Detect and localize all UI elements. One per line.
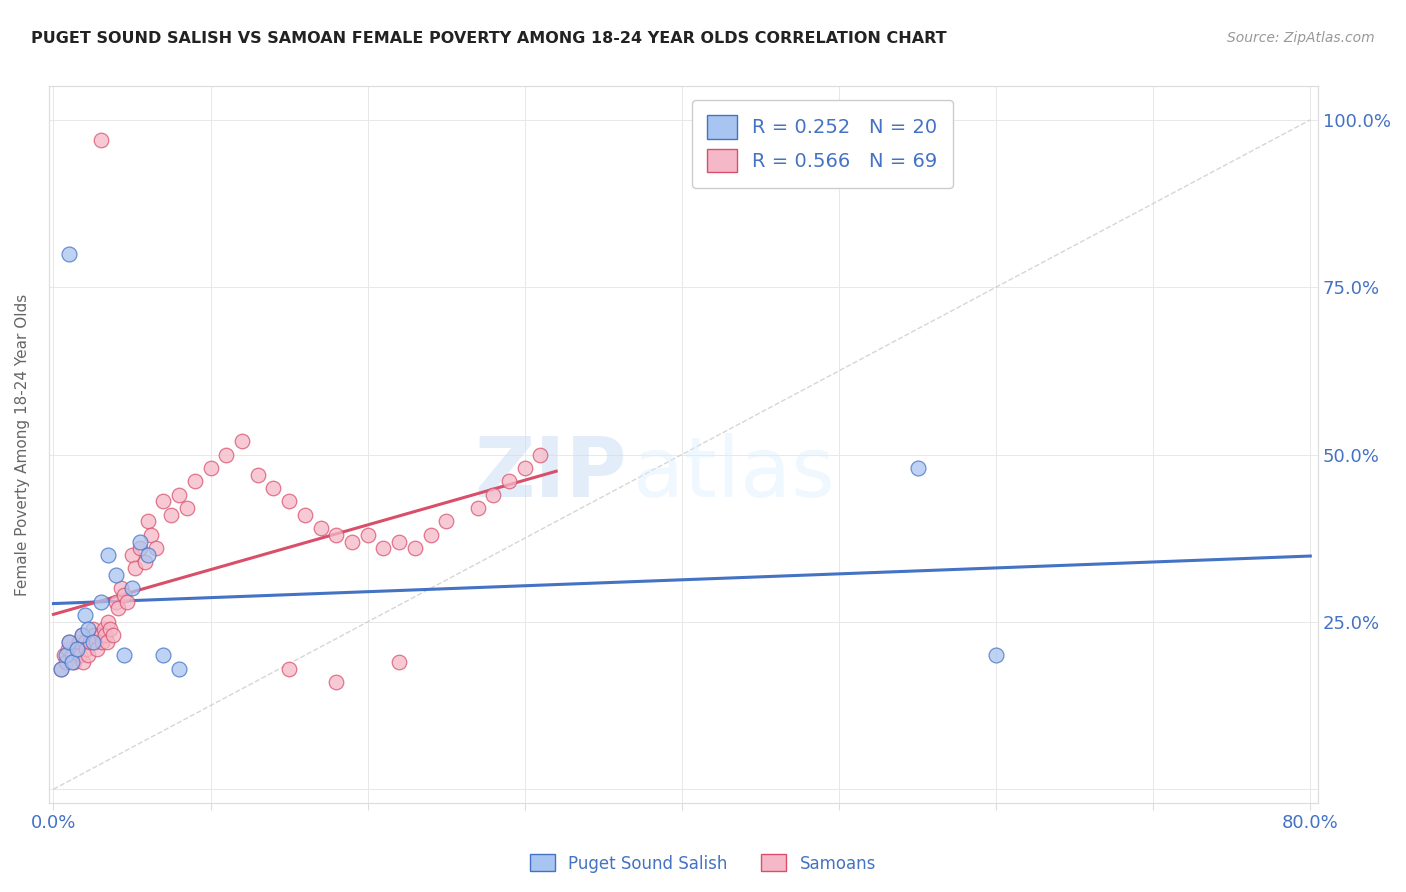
Point (356, 528, 378, 542)
Point (152, 648, 174, 663)
Point (278, 494, 301, 508)
Point (107, 601, 129, 615)
Point (73, 635, 96, 649)
Point (58, 635, 80, 649)
Point (84, 635, 107, 649)
Point (70, 628, 93, 642)
Point (128, 541, 150, 556)
Point (121, 582, 143, 596)
Point (82, 635, 104, 649)
Point (90, 133, 112, 147)
Point (467, 501, 489, 516)
Legend: R = 0.252   N = 20, R = 0.566   N = 69: R = 0.252 N = 20, R = 0.566 N = 69 (692, 100, 953, 188)
Point (136, 548, 159, 562)
Point (388, 655, 411, 669)
Point (56, 641, 79, 656)
Text: ZIP: ZIP (474, 433, 626, 514)
Point (86, 641, 108, 656)
Point (498, 475, 520, 489)
Point (278, 662, 301, 676)
Point (419, 528, 441, 542)
Point (53, 648, 76, 663)
Point (97, 615, 120, 629)
Point (67, 635, 90, 649)
Point (167, 488, 190, 502)
Point (121, 548, 143, 562)
Point (82, 622, 104, 636)
Point (112, 648, 135, 663)
Point (91, 635, 114, 649)
Point (152, 494, 174, 508)
Point (294, 508, 316, 522)
Point (105, 595, 128, 609)
Point (176, 501, 198, 516)
Text: atlas: atlas (633, 433, 834, 514)
Point (93, 622, 115, 636)
Point (529, 448, 551, 462)
Point (325, 528, 347, 542)
Point (60, 655, 83, 669)
Point (388, 534, 411, 549)
Point (215, 448, 238, 462)
Point (373, 541, 395, 556)
Point (60, 648, 83, 663)
Point (51, 662, 73, 676)
Point (66, 641, 89, 656)
Point (90, 595, 112, 609)
Point (309, 521, 332, 535)
Point (77, 622, 100, 636)
Point (112, 588, 135, 602)
Point (513, 461, 536, 475)
Point (55, 648, 77, 663)
Point (128, 534, 150, 549)
Point (262, 481, 284, 495)
Point (145, 541, 167, 556)
Point (200, 461, 222, 475)
Point (55, 655, 77, 669)
Point (136, 515, 159, 529)
Y-axis label: Female Poverty Among 18-24 Year Olds: Female Poverty Among 18-24 Year Olds (15, 293, 30, 596)
Point (73, 608, 96, 623)
Point (325, 675, 347, 690)
Point (167, 662, 190, 676)
Point (90, 628, 112, 642)
Point (69, 648, 91, 663)
Point (246, 467, 269, 482)
Point (434, 515, 457, 529)
Point (98, 622, 121, 636)
Text: PUGET SOUND SALISH VS SAMOAN FEMALE POVERTY AMONG 18-24 YEAR OLDS CORRELATION CH: PUGET SOUND SALISH VS SAMOAN FEMALE POVE… (31, 31, 946, 46)
Point (75, 641, 97, 656)
Text: Source: ZipAtlas.com: Source: ZipAtlas.com (1227, 31, 1375, 45)
Point (184, 475, 207, 489)
Point (231, 434, 253, 449)
Point (124, 561, 146, 575)
Point (404, 541, 426, 556)
Point (63, 655, 86, 669)
Point (96, 635, 118, 649)
Point (79, 635, 101, 649)
Point (117, 595, 139, 609)
Point (94, 628, 117, 642)
Point (83, 628, 105, 642)
Point (160, 508, 183, 522)
Legend: Puget Sound Salish, Samoans: Puget Sound Salish, Samoans (523, 847, 883, 880)
Point (134, 555, 156, 569)
Point (105, 568, 128, 582)
Point (70, 628, 93, 642)
Point (97, 548, 120, 562)
Point (984, 648, 1007, 663)
Point (139, 528, 162, 542)
Point (72, 655, 94, 669)
Point (77, 648, 100, 663)
Point (482, 488, 505, 502)
Point (58, 635, 80, 649)
Point (51, 662, 73, 676)
Point (110, 582, 132, 596)
Point (101, 628, 124, 642)
Point (66, 641, 89, 656)
Point (340, 534, 363, 549)
Point (907, 461, 929, 475)
Point (58, 246, 80, 260)
